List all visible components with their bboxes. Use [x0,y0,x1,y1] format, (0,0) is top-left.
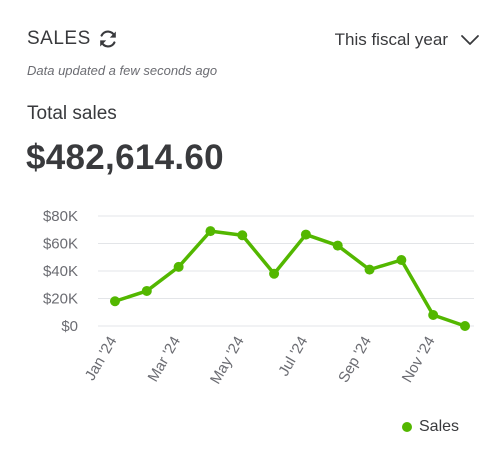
chevron-down-icon [460,33,480,47]
period-selector[interactable]: This fiscal year [335,30,480,50]
x-tick-label: Jan '24 [82,334,121,384]
y-tick-label: $40K [43,263,78,280]
widget-title: SALES [27,28,91,49]
chart-legend: Sales [402,418,459,436]
updated-timestamp: Data updated a few seconds ago [27,63,218,78]
legend-label: Sales [419,418,460,435]
x-tick-label: Sep '24 [335,334,375,386]
data-point[interactable] [428,310,439,320]
data-point[interactable] [110,296,120,307]
period-selector-label: This fiscal year [334,30,448,49]
sales-series-line [113,229,467,328]
x-tick-label: May '24 [207,334,248,388]
total-sales-label: Total sales [27,103,117,124]
data-point[interactable] [237,230,248,241]
x-tick-label: Jul '24 [275,334,311,380]
data-point[interactable] [364,264,375,275]
data-point[interactable] [396,255,407,265]
data-point[interactable] [300,229,311,240]
y-tick-label: $60K [43,236,78,253]
legend-swatch [402,422,412,432]
data-point[interactable] [332,240,343,251]
data-point[interactable] [269,268,280,279]
data-point[interactable] [205,226,216,237]
total-sales-value: $482,614.60 [26,138,224,177]
y-tick-label: $80K [43,208,78,225]
refresh-icon[interactable] [97,28,119,50]
data-point[interactable] [173,261,184,272]
widget-header: SALES [27,28,119,50]
y-tick-label: $0 [61,318,78,335]
data-point[interactable] [141,285,152,296]
data-point[interactable] [460,321,470,331]
x-tick-label: Nov '24 [399,334,439,386]
y-tick-label: $20K [43,291,78,308]
x-tick-label: Mar '24 [145,334,185,385]
